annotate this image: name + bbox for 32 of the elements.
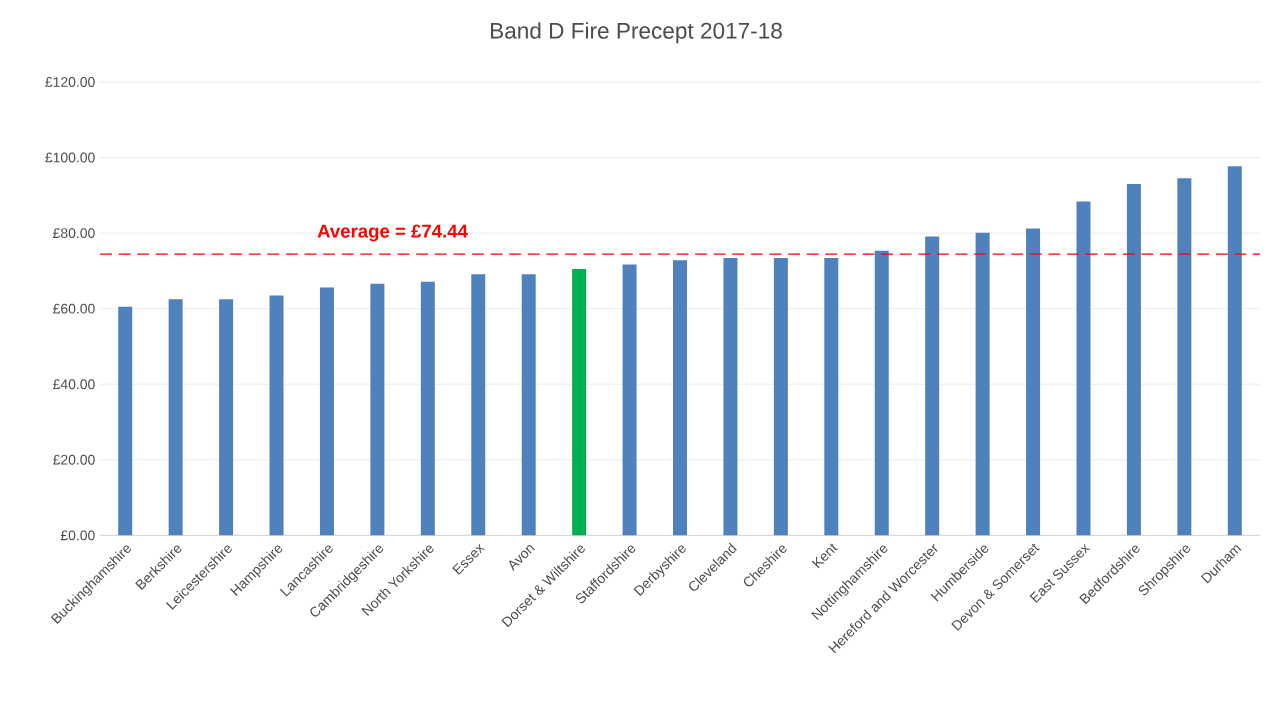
bar: [319, 287, 334, 536]
bar: [1026, 228, 1041, 536]
bar: [572, 268, 587, 536]
bar: [1177, 178, 1192, 536]
y-tick-label: £40.00: [53, 379, 95, 390]
bar: [824, 258, 839, 536]
bar: [370, 283, 385, 536]
y-tick-label: £100.00: [45, 152, 95, 163]
y-tick-label: £60.00: [53, 303, 95, 314]
bar: [521, 274, 536, 536]
bar: [1126, 183, 1141, 536]
y-tick-label: £0.00: [60, 530, 95, 541]
y-tick-label: £120.00: [45, 77, 95, 87]
bar: [673, 260, 688, 536]
bar: [773, 258, 788, 536]
bar: [471, 274, 486, 536]
bar: [118, 306, 133, 536]
bar: [925, 236, 940, 536]
y-tick-label: £80.00: [53, 228, 95, 239]
bar: [874, 250, 889, 536]
bar: [219, 299, 234, 536]
bar: [269, 295, 284, 536]
bar: [622, 264, 637, 536]
ref-line-label: Average = £74.44: [317, 224, 468, 242]
bar: [1227, 166, 1242, 536]
chart-title: Band D Fire Precept 2017-18: [491, 22, 782, 44]
bar: [975, 232, 990, 536]
y-tick-label: £20.00: [53, 454, 95, 465]
bar: [420, 281, 435, 536]
bar: [1076, 201, 1091, 536]
bar: [168, 299, 183, 536]
bar: [723, 258, 738, 536]
